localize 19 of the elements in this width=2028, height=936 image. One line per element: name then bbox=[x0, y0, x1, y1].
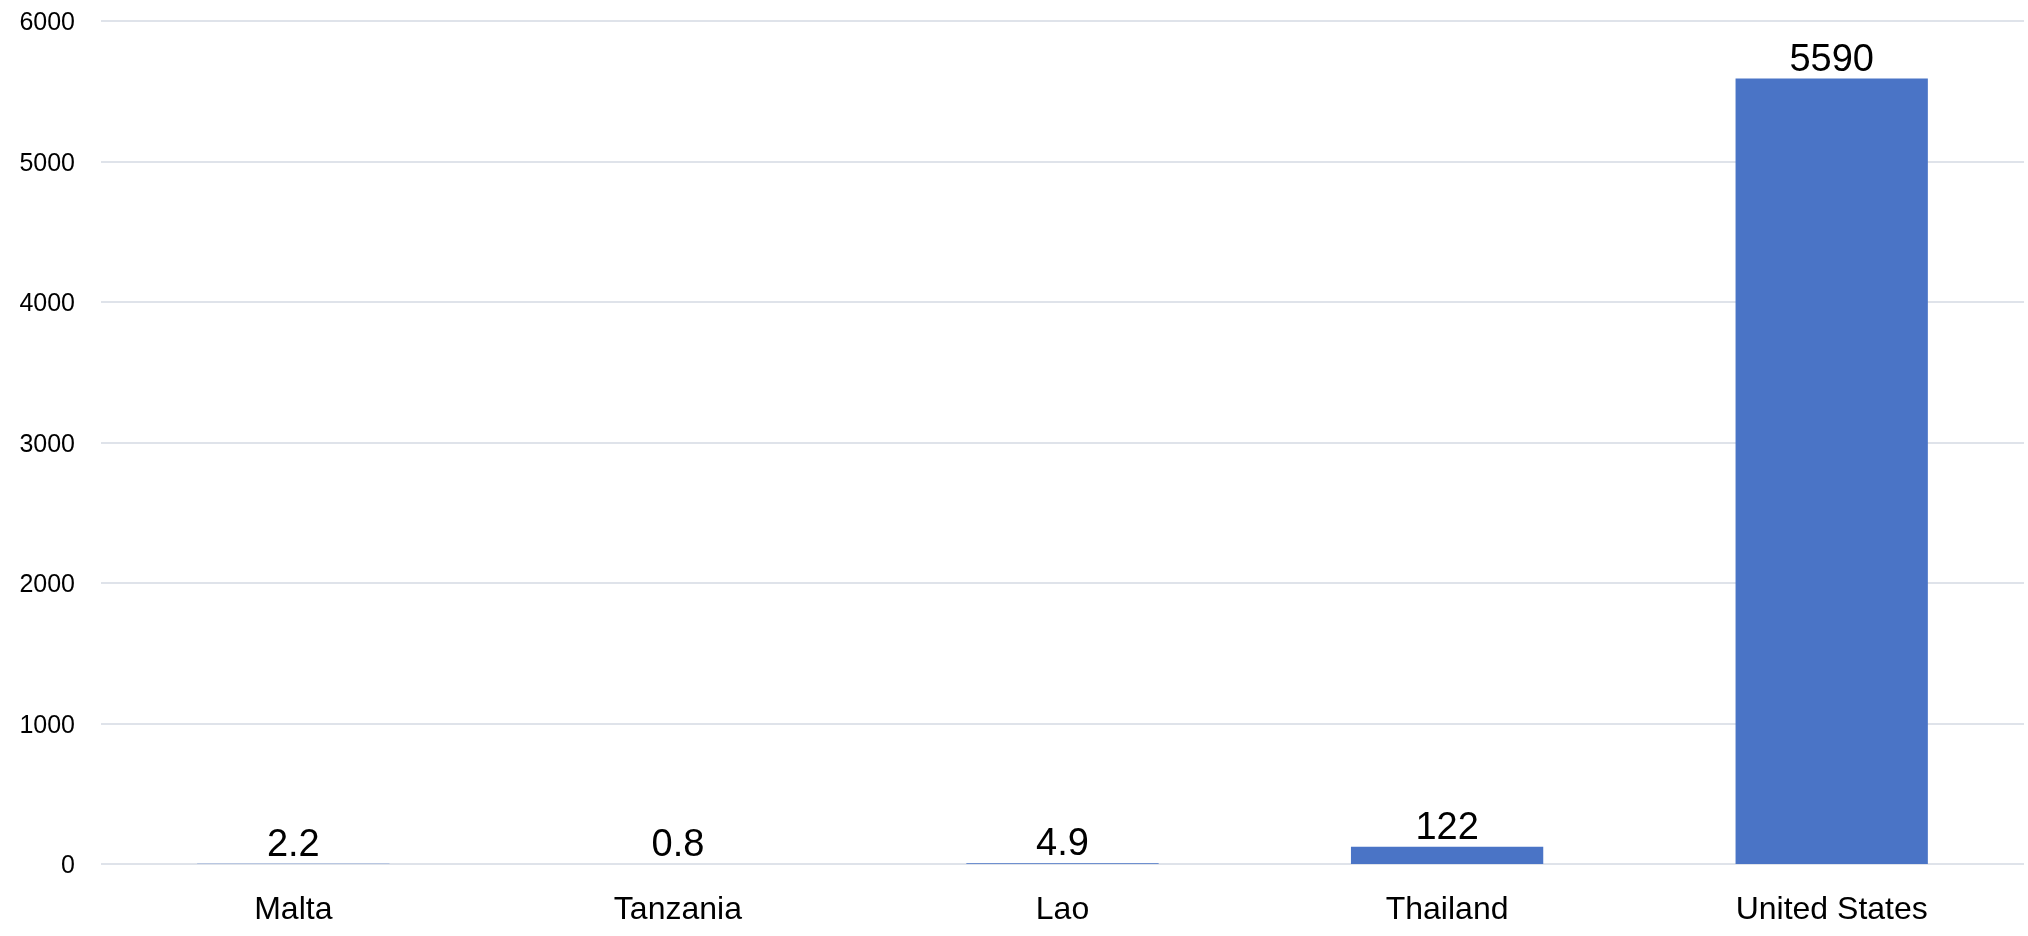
x-tick-label: Thailand bbox=[1385, 890, 1509, 926]
x-tick-label: United States bbox=[1735, 890, 1928, 926]
x-tick-label: Tanzania bbox=[613, 890, 743, 926]
data-label: 2.2 bbox=[266, 821, 320, 864]
y-tick-label: 6000 bbox=[19, 7, 75, 35]
x-tick-label: Lao bbox=[1035, 890, 1090, 926]
y-tick-label: 3000 bbox=[19, 428, 75, 457]
x-tick-label: Malta bbox=[254, 890, 333, 926]
data-label: 5590 bbox=[1789, 36, 1874, 79]
y-tick-label: 4000 bbox=[19, 288, 75, 316]
y-tick-label: 2000 bbox=[19, 569, 75, 597]
data-label: 0.8 bbox=[651, 821, 705, 864]
y-tick-label: 0 bbox=[61, 850, 75, 878]
y-tick-label: 5000 bbox=[19, 147, 75, 176]
bar bbox=[1735, 78, 1928, 864]
y-tick-label: 1000 bbox=[19, 709, 75, 738]
data-label: 122 bbox=[1415, 804, 1479, 847]
data-label: 4.9 bbox=[1036, 821, 1089, 864]
bar bbox=[1350, 846, 1544, 864]
